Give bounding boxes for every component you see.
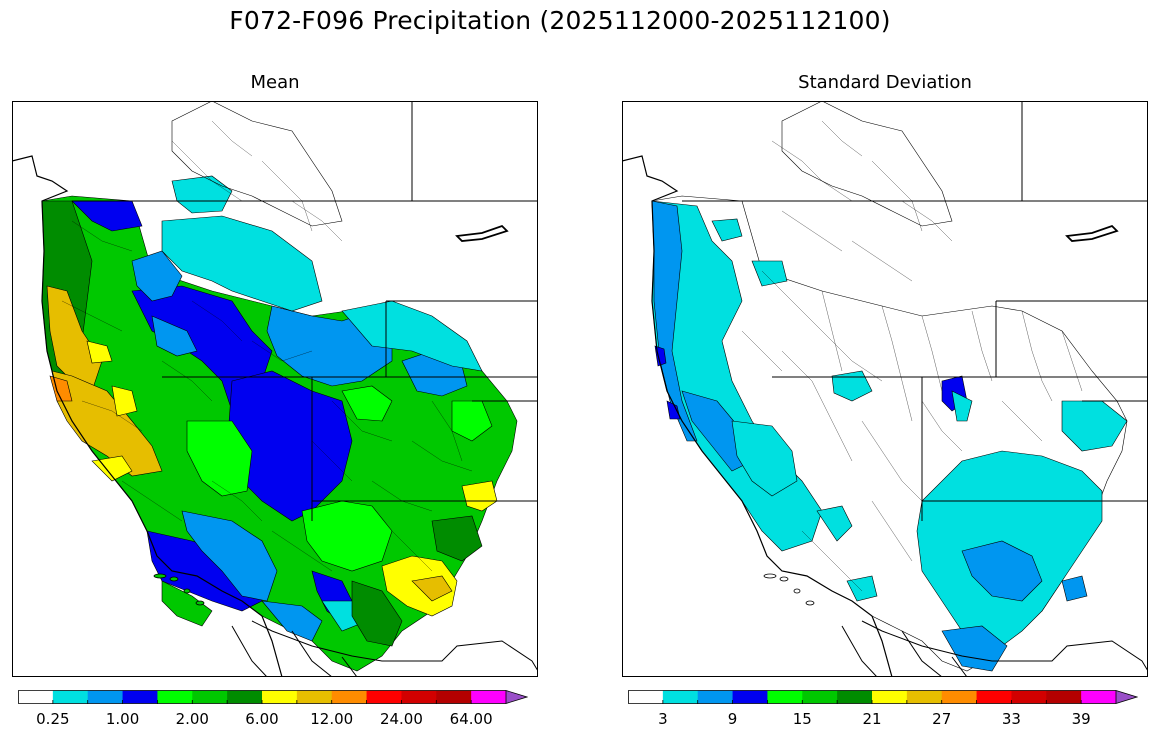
std-colorbar-swatch [697,690,734,704]
std-colorbar-swatch [941,690,978,704]
std-colorbar-tick-label: 3 [658,710,668,728]
std-colorbar-swatch [732,690,768,704]
mean-colorbar-tick-label: 6.00 [245,710,279,728]
mean-colorbar-swatch [366,690,402,704]
std-colorbar-labels: 3 9 15 21 27 33 39 [628,710,1148,730]
std-colorbar-tick-label: 9 [727,710,738,728]
std-colorbar-extend-arrow [1115,690,1138,704]
std-colorbar-tick-label: 27 [932,710,952,728]
std-colorbar-swatch [802,690,838,704]
mean-colorbar-swatch [262,690,298,704]
mean-colorbar-swatch [436,690,472,704]
mean-canada-basins [171,101,343,227]
std-canada-basins [781,101,953,227]
mean-colorbar [18,690,528,704]
mean-colorbar-tick-label: 12.00 [310,710,354,728]
mean-colorbar-swatch [122,690,158,704]
mean-colorbar-swatch [227,690,263,704]
std-precipitation-map [622,101,1148,677]
figure-title: F072-F096 Precipitation (2025112000-2025… [229,6,891,35]
mean-colorbar-swatch [87,690,124,704]
std-colorbar-swatch [662,690,699,704]
mean-colorbar-tick-label: 24.00 [379,710,423,728]
mean-basin-fill [41,175,518,672]
mean-colorbar-swatch [331,690,368,704]
mean-colorbar-swatch [157,690,193,704]
mean-colorbar-swatch [471,690,507,704]
mean-colorbar-swatch [296,690,333,704]
std-colorbar-swatch [1046,690,1082,704]
std-colorbar-swatch [906,690,943,704]
std-watershed-lines [741,120,1083,592]
std-colorbar-tick-label: 33 [1001,710,1021,728]
std-colorbar-swatch [1011,690,1047,704]
mean-coastline [12,155,283,677]
mean-colorbar-swatch [52,690,89,704]
std-colorbar-swatch [872,690,908,704]
std-coastline [622,155,893,677]
std-colorbar-swatch [628,690,664,704]
mean-colorbar-swatch [192,690,228,704]
std-colorbar-swatch [1081,690,1117,704]
std-colorbar-swatch [976,690,1012,704]
std-colorbar-tick-label: 39 [1071,710,1091,728]
mean-watershed-lines [61,120,473,572]
mean-colorbar-extend-arrow [505,690,528,704]
mean-colorbar-labels: 0.25 1.00 2.00 6.00 12.00 24.00 64.00 [18,710,538,730]
mean-borders [72,101,538,672]
mean-colorbar-swatch [18,690,54,704]
std-colorbar-swatch [837,690,873,704]
mean-colorbar-tick-label: 1.00 [105,710,140,728]
std-colorbar [628,690,1138,704]
mean-precipitation-map [12,101,538,677]
mean-panel-title: Mean [250,72,300,93]
std-panel-title: Standard Deviation [798,72,972,93]
std-colorbar-swatch [767,690,803,704]
mean-colorbar-tick-label: 2.00 [175,710,209,728]
std-colorbar-tick-label: 21 [862,710,882,728]
mean-colorbar-tick-label: 64.00 [449,710,493,728]
mean-colorbar-swatch [401,690,437,704]
mean-colorbar-tick-label: 0.25 [36,710,70,728]
std-colorbar-tick-label: 15 [792,710,812,728]
std-borders [682,101,1148,672]
